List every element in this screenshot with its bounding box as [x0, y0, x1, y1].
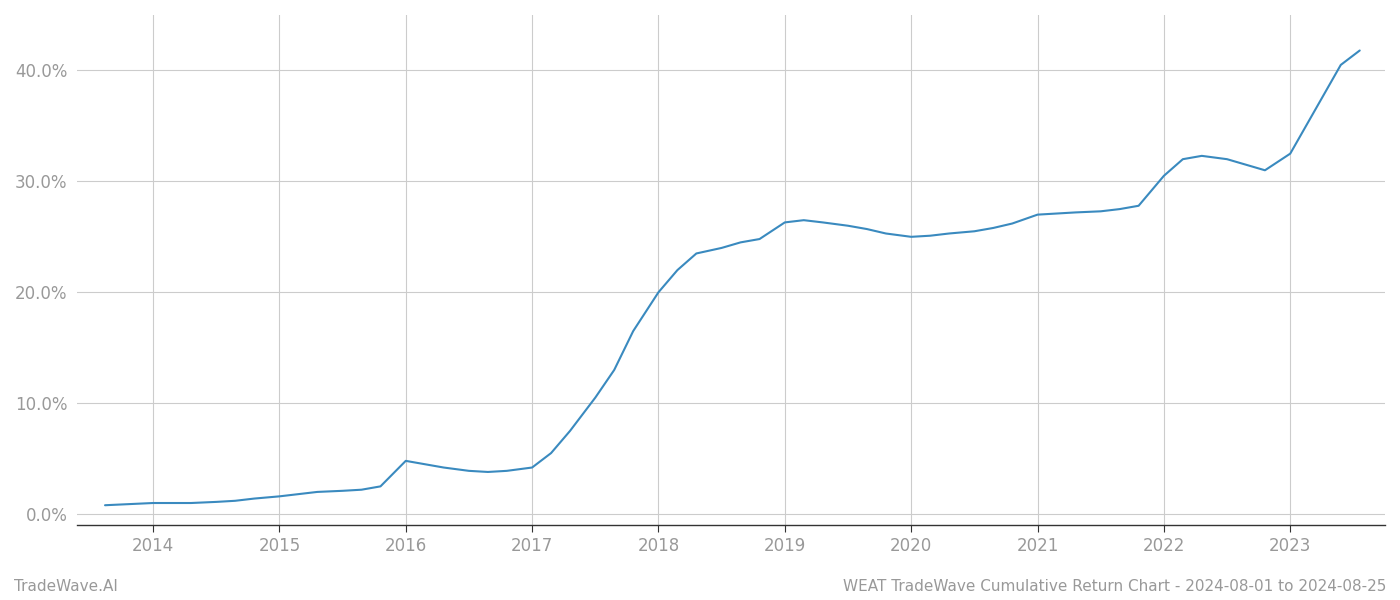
- Text: TradeWave.AI: TradeWave.AI: [14, 579, 118, 594]
- Text: WEAT TradeWave Cumulative Return Chart - 2024-08-01 to 2024-08-25: WEAT TradeWave Cumulative Return Chart -…: [843, 579, 1386, 594]
